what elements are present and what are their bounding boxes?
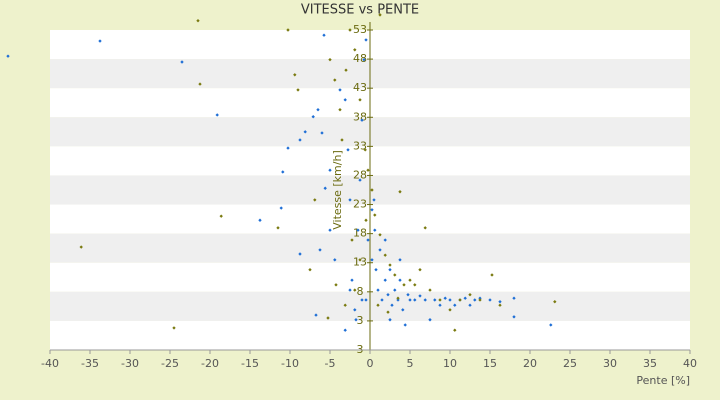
y-tick-label: 8 xyxy=(357,285,364,298)
y-tick-label: 3 xyxy=(357,314,364,327)
point xyxy=(373,213,377,217)
x-tick-label: -30 xyxy=(121,357,139,370)
point xyxy=(296,88,300,92)
point xyxy=(373,228,377,232)
x-tick-label: 5 xyxy=(407,357,414,370)
point xyxy=(353,48,357,52)
x-tick-label: 25 xyxy=(563,357,577,370)
x-tick-label: -40 xyxy=(41,357,59,370)
x-tick-label: 20 xyxy=(523,357,537,370)
y-tick-label: 38 xyxy=(353,110,367,123)
point xyxy=(344,68,348,72)
point xyxy=(6,54,10,58)
point xyxy=(512,315,516,319)
point xyxy=(383,253,387,257)
y-tick-label: 18 xyxy=(353,227,367,240)
y-tick-label: 28 xyxy=(353,168,367,181)
y-tick-label: 43 xyxy=(353,81,367,94)
point xyxy=(338,88,342,92)
point xyxy=(98,39,102,43)
point xyxy=(360,118,364,122)
point xyxy=(322,33,326,37)
x-tick-label: -15 xyxy=(241,357,259,370)
y-tick-label: 48 xyxy=(353,52,367,65)
point xyxy=(328,57,332,62)
point xyxy=(172,326,176,330)
point xyxy=(180,60,184,64)
x-tick-label: -10 xyxy=(281,357,299,370)
point xyxy=(281,170,285,174)
point xyxy=(316,108,320,112)
x-tick-label: 15 xyxy=(483,357,497,370)
y-tick-label: 23 xyxy=(353,198,367,211)
chart-title: VITESSE vs PENTE xyxy=(301,3,419,18)
point xyxy=(313,198,317,202)
x-tick-label: 35 xyxy=(643,357,657,370)
x-tick-label: 10 xyxy=(443,357,457,370)
x-tick-label: 0 xyxy=(367,357,374,370)
y-tick-label: 13 xyxy=(353,256,367,269)
point xyxy=(215,113,219,117)
point xyxy=(333,78,337,82)
point xyxy=(362,57,366,62)
point xyxy=(196,18,200,23)
y-tick-label: 53 xyxy=(353,23,367,36)
point xyxy=(293,73,297,77)
x-tick-label: -25 xyxy=(161,357,179,370)
x-tick-label: 30 xyxy=(603,357,617,370)
x-tick-label: 40 xyxy=(683,357,697,370)
y-axis-label: Vitesse [km/h] xyxy=(331,150,344,230)
x-tick-label: -35 xyxy=(81,357,99,370)
x-tick-label: -5 xyxy=(325,357,336,370)
x-axis-label: Pente [%] xyxy=(636,374,690,387)
y-tick-label: 33 xyxy=(353,139,367,152)
point xyxy=(198,82,202,86)
x-tick-label: -20 xyxy=(201,357,219,370)
point xyxy=(364,38,368,42)
point xyxy=(338,108,342,112)
